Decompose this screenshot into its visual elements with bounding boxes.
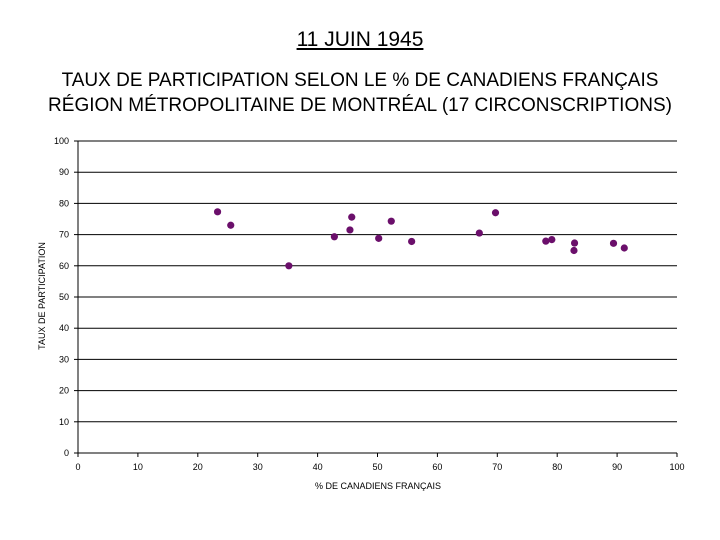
- data-point: [542, 237, 550, 245]
- data-point: [330, 233, 338, 241]
- data-points: [213, 208, 628, 270]
- y-tick-label: 100: [54, 136, 69, 146]
- x-tick-label: 10: [133, 462, 143, 472]
- x-tick-label: 90: [612, 462, 622, 472]
- axes: [74, 140, 678, 457]
- data-point: [408, 237, 416, 246]
- chart-subtitle: TAUX DE PARTICIPATION SELON LE % DE CANA…: [0, 68, 720, 118]
- x-tick-label: 20: [193, 462, 203, 472]
- x-tick-label: 0: [75, 462, 80, 472]
- data-point: [285, 262, 293, 270]
- data-point: [387, 217, 395, 225]
- x-tick-label: 50: [372, 462, 382, 472]
- y-tick-label: 10: [59, 417, 69, 427]
- y-tick-label: 60: [59, 261, 69, 271]
- x-tick-label: 30: [253, 462, 263, 472]
- data-point: [346, 226, 354, 234]
- data-point: [348, 213, 356, 221]
- x-tick-label: 40: [313, 462, 323, 472]
- y-tick-label: 40: [59, 323, 69, 333]
- y-tick-label: 30: [59, 354, 69, 364]
- data-point: [620, 244, 628, 252]
- y-tick-labels: 0 10 20 30 40 50 60 70 80 90 100: [54, 136, 69, 458]
- data-point: [375, 234, 383, 242]
- data-point: [227, 221, 235, 229]
- data-point: [570, 239, 579, 247]
- data-point: [609, 239, 618, 247]
- y-tick-label: 50: [59, 292, 69, 302]
- x-tick-label: 60: [432, 462, 442, 472]
- data-point: [570, 246, 578, 255]
- y-axis-label: TAUX DE PARTICIPATION: [37, 242, 47, 350]
- x-tick-label: 100: [669, 462, 684, 472]
- chart-subtitle-line-1: TAUX DE PARTICIPATION SELON LE % DE CANA…: [61, 70, 659, 91]
- y-tick-label: 20: [59, 386, 69, 396]
- data-point: [548, 235, 556, 244]
- x-axis-label: % DE CANADIENS FRANÇAIS: [315, 481, 441, 491]
- chart-title: 11 JUIN 1945: [296, 28, 424, 51]
- y-tick-label: 70: [59, 230, 69, 240]
- x-tick-labels: 0 10 20 30 40 50 60 70 80 90 100: [75, 462, 684, 472]
- y-tick-label: 0: [64, 448, 69, 458]
- data-point: [213, 208, 222, 216]
- data-point: [475, 229, 483, 237]
- y-tick-label: 80: [59, 198, 69, 208]
- data-point: [491, 209, 500, 217]
- y-tick-label: 90: [59, 167, 69, 177]
- gridlines: [78, 140, 677, 423]
- x-tick-label: 80: [552, 462, 562, 472]
- chart-subtitle-line-2: RÉGION MÉTROPOLITAINE DE MONTRÉAL (17 CI…: [48, 95, 672, 116]
- x-tick-label: 70: [492, 462, 502, 472]
